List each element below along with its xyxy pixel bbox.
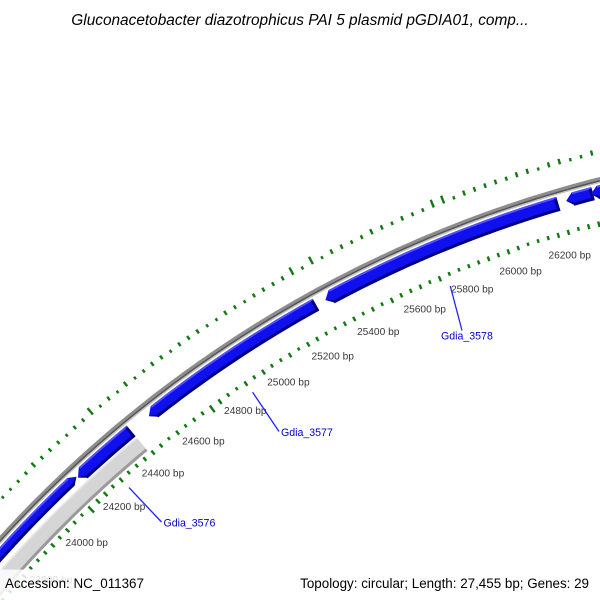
svg-text:Gdia_3578: Gdia_3578 bbox=[441, 331, 493, 343]
svg-text:24400 bp: 24400 bp bbox=[142, 468, 185, 479]
svg-text:Accession: NC_011367: Accession: NC_011367 bbox=[5, 576, 144, 591]
svg-text:Gdia_3576: Gdia_3576 bbox=[164, 518, 216, 530]
svg-text:25000 bp: 25000 bp bbox=[267, 378, 310, 389]
svg-text:Gluconacetobacter diazotrophic: Gluconacetobacter diazotrophicus PAI 5 p… bbox=[71, 12, 528, 29]
svg-text:24600 bp: 24600 bp bbox=[182, 436, 225, 447]
svg-text:25600 bp: 25600 bp bbox=[403, 305, 446, 316]
svg-text:24200 bp: 24200 bp bbox=[103, 502, 146, 513]
svg-text:Gdia_3577: Gdia_3577 bbox=[281, 427, 333, 439]
svg-text:25200 bp: 25200 bp bbox=[311, 351, 354, 362]
svg-text:24000 bp: 24000 bp bbox=[65, 538, 108, 549]
svg-text:25800 bp: 25800 bp bbox=[451, 285, 494, 296]
svg-text:24800 bp: 24800 bp bbox=[224, 406, 267, 417]
svg-text:Topology: circular; Length: 27: Topology: circular; Length: 27,455 bp; G… bbox=[300, 576, 589, 591]
svg-text:26000 bp: 26000 bp bbox=[499, 266, 542, 277]
svg-text:25400 bp: 25400 bp bbox=[357, 327, 400, 338]
svg-text:26200 bp: 26200 bp bbox=[548, 251, 591, 262]
